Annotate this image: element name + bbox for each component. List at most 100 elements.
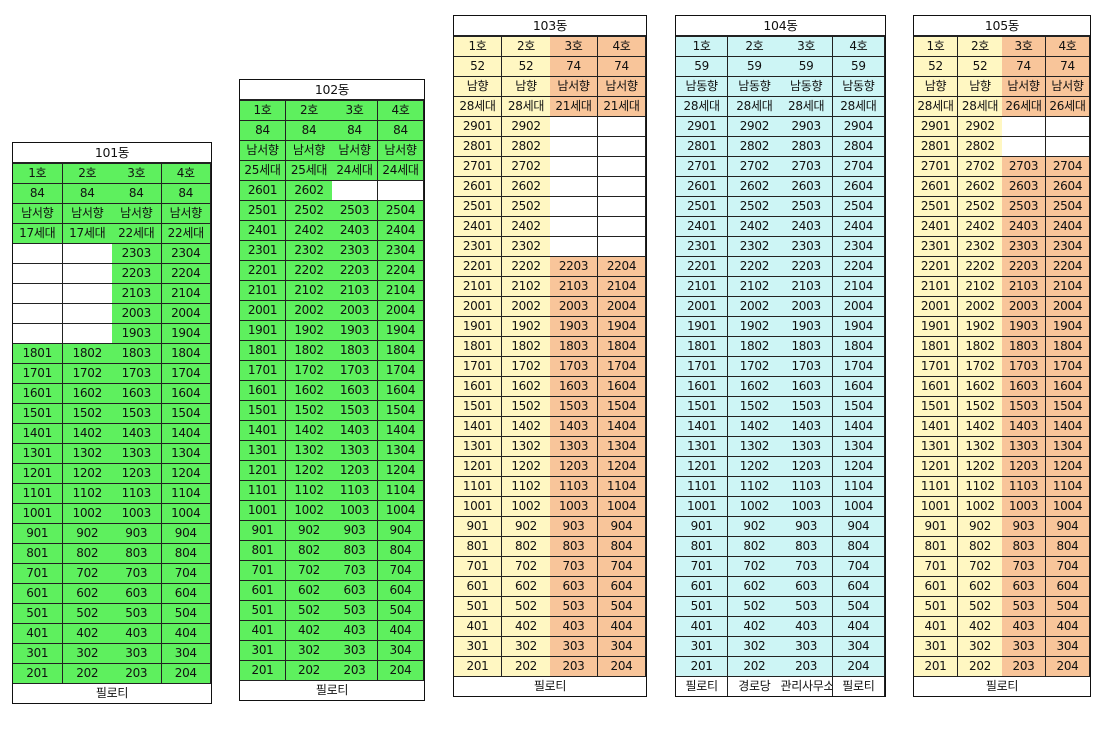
unit-label: 4호 — [161, 164, 211, 184]
empty-cell — [550, 237, 598, 257]
unit-cell: 1902 — [286, 321, 332, 341]
unit-cell: 1202 — [958, 457, 1002, 477]
unit-cell: 401 — [676, 617, 729, 637]
unit-cell: 2203 — [780, 257, 833, 277]
unit-cell: 2901 — [454, 117, 502, 137]
unit-cell: 2001 — [914, 297, 958, 317]
unit-cell: 702 — [286, 561, 332, 581]
unit-households: 25세대 — [286, 161, 332, 181]
unit-cell: 1201 — [240, 461, 286, 481]
pilotis-footer: 필로티 — [13, 684, 211, 703]
unit-cell: 1002 — [62, 504, 112, 524]
unit-cell: 2602 — [286, 181, 332, 201]
unit-cell: 1702 — [502, 357, 550, 377]
unit-cell: 1304 — [161, 444, 211, 464]
unit-cell: 1604 — [832, 377, 885, 397]
unit-cell: 2004 — [598, 297, 646, 317]
unit-cell: 1402 — [728, 417, 781, 437]
unit-cell: 1801 — [13, 344, 63, 364]
unit-cell: 2003 — [332, 301, 378, 321]
header-spacer — [914, 36, 1090, 37]
unit-cell: 503 — [550, 597, 598, 617]
empty-cell — [13, 264, 63, 284]
unit-cell: 2603 — [780, 177, 833, 197]
unit-cell: 2001 — [454, 297, 502, 317]
unit-cell: 1503 — [550, 397, 598, 417]
unit-cell: 1403 — [112, 424, 162, 444]
unit-direction: 남향 — [914, 77, 958, 97]
unit-cell: 1904 — [598, 317, 646, 337]
unit-cell: 1404 — [598, 417, 646, 437]
unit-cell: 1001 — [914, 497, 958, 517]
unit-cell: 604 — [832, 577, 885, 597]
unit-cell: 903 — [780, 517, 833, 537]
unit-cell: 2003 — [550, 297, 598, 317]
unit-cell: 1303 — [332, 441, 378, 461]
unit-cell: 2204 — [161, 264, 211, 284]
unit-cell: 1903 — [1002, 317, 1046, 337]
unit-cell: 2003 — [780, 297, 833, 317]
unit-cell: 302 — [958, 637, 1002, 657]
unit-cell: 1701 — [676, 357, 729, 377]
unit-cell: 1302 — [286, 441, 332, 461]
unit-direction: 남동향 — [780, 77, 833, 97]
unit-cell: 402 — [958, 617, 1002, 637]
unit-cell: 502 — [958, 597, 1002, 617]
unit-cell: 502 — [286, 601, 332, 621]
unit-cell: 602 — [728, 577, 781, 597]
unit-label: 4호 — [598, 37, 646, 57]
unit-households: 28세대 — [958, 97, 1002, 117]
unit-cell: 2803 — [780, 137, 833, 157]
unit-cell: 1402 — [958, 417, 1002, 437]
unit-cell: 1401 — [240, 421, 286, 441]
unit-cell: 802 — [286, 541, 332, 561]
unit-cell: 1101 — [240, 481, 286, 501]
unit-cell: 2901 — [914, 117, 958, 137]
unit-cell: 1802 — [958, 337, 1002, 357]
unit-cell: 403 — [332, 621, 378, 641]
unit-direction: 남동향 — [676, 77, 729, 97]
unit-cell: 1502 — [286, 401, 332, 421]
building-title: 105동 — [914, 16, 1090, 36]
unit-households: 17세대 — [13, 224, 63, 244]
unit-cell: 902 — [286, 521, 332, 541]
unit-cell: 702 — [728, 557, 781, 577]
unit-households: 22세대 — [112, 224, 162, 244]
unit-cell: 2202 — [958, 257, 1002, 277]
unit-cell: 2204 — [832, 257, 885, 277]
unit-cell: 304 — [378, 641, 424, 661]
unit-cell: 2202 — [286, 261, 332, 281]
unit-cell: 1801 — [676, 337, 729, 357]
unit-cell: 1203 — [780, 457, 833, 477]
unit-cell: 2503 — [1002, 197, 1046, 217]
unit-area: 84 — [112, 184, 162, 204]
unit-cell: 2601 — [454, 177, 502, 197]
unit-cell: 2402 — [728, 217, 781, 237]
unit-cell: 1403 — [780, 417, 833, 437]
unit-cell: 2502 — [728, 197, 781, 217]
unit-cell: 2202 — [502, 257, 550, 277]
unit-cell: 1302 — [728, 437, 781, 457]
unit-cell: 1404 — [378, 421, 424, 441]
unit-cell: 703 — [550, 557, 598, 577]
unit-cell: 1102 — [62, 484, 112, 504]
unit-cell: 2201 — [676, 257, 729, 277]
unit-cell: 2104 — [161, 284, 211, 304]
unit-cell: 2302 — [502, 237, 550, 257]
unit-cell: 2501 — [676, 197, 729, 217]
empty-cell — [62, 244, 112, 264]
unit-cell: 2401 — [454, 217, 502, 237]
unit-cell: 2801 — [454, 137, 502, 157]
unit-cell: 2802 — [502, 137, 550, 157]
empty-cell — [13, 304, 63, 324]
unit-households: 28세대 — [676, 97, 729, 117]
empty-cell — [550, 217, 598, 237]
unit-cell: 1404 — [161, 424, 211, 444]
unit-cell: 1403 — [550, 417, 598, 437]
unit-area: 74 — [550, 57, 598, 77]
unit-cell: 901 — [13, 524, 63, 544]
unit-cell: 901 — [676, 517, 729, 537]
unit-cell: 1603 — [780, 377, 833, 397]
unit-label: 3호 — [1002, 37, 1046, 57]
unit-cell: 903 — [332, 521, 378, 541]
